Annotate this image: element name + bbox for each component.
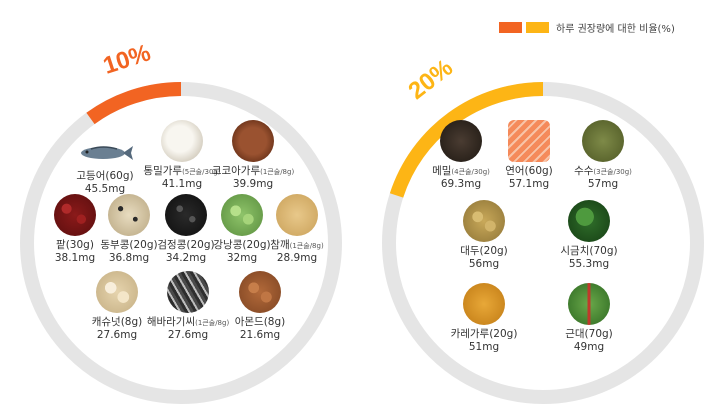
food-item-cocoa: 코코아가루(1큰술/8g) 39.9mg [207, 120, 299, 190]
food-name: 해바라기씨(1큰술/8g) [146, 316, 230, 328]
spinach-icon [568, 200, 610, 242]
food-name: 연어(60g) [505, 165, 553, 177]
food-item-curry-powder: 카레가루(20g) 51mg [438, 283, 530, 353]
curry-powder-icon [463, 283, 505, 325]
food-item-sesame: 참깨(1큰술/8g) 28.9mg [251, 194, 343, 264]
food-amount: 39.9mg [232, 178, 274, 190]
ring-left-progress [86, 82, 182, 125]
food-item-mackerel: 고등어(60g) 45.5mg [59, 125, 151, 195]
cashew-icon [96, 271, 138, 313]
food-name: 아몬드(8g) [234, 316, 286, 328]
food-name: 검정콩(20g) [157, 239, 215, 251]
almond-icon [239, 271, 281, 313]
food-name: 강낭콩(20g) [213, 239, 271, 251]
food-item-soybean: 대두(20g) 56mg [438, 200, 530, 270]
mackerel-icon [77, 143, 133, 163]
food-amount: 55.3mg [568, 258, 610, 270]
kidney-bean-icon [221, 194, 263, 236]
food-item-kidney-bean: 강낭콩(20g) 32mg [196, 194, 288, 264]
food-amount: 51mg [468, 341, 500, 353]
food-item-cashew: 캐슈넛(8g) 27.6mg [71, 271, 163, 341]
food-item-almond: 아몬드(8g) 21.6mg [214, 271, 306, 341]
food-item-sunflower-seed: 해바라기씨(1큰술/8g) 27.6mg [142, 271, 234, 341]
food-name: 근대(70g) [565, 328, 613, 340]
soybean-icon [463, 200, 505, 242]
food-name: 코코아가루(1큰술/8g) [211, 165, 295, 177]
food-name: 동부콩(20g) [100, 239, 158, 251]
food-amount: 69.3mg [440, 178, 482, 190]
food-name: 캐슈넛(8g) [91, 316, 143, 328]
legend-swatch-10 [499, 21, 522, 33]
food-item-spinach: 시금치(70g) 55.3mg [543, 200, 635, 270]
food-item-black-bean: 검정콩(20g) 34.2mg [140, 194, 232, 264]
food-amount: 45.5mg [84, 183, 126, 195]
buckwheat-icon [440, 120, 482, 162]
food-name: 시금치(70g) [560, 245, 618, 257]
food-amount: 32mg [226, 252, 258, 264]
red-bean-icon [54, 194, 96, 236]
food-amount: 27.6mg [167, 329, 209, 341]
food-amount: 36.8mg [108, 252, 150, 264]
food-item-salmon: 연어(60g) 57.1mg [483, 120, 575, 190]
food-amount: 49mg [573, 341, 605, 353]
food-name: 수수(3큰술/30g) [574, 165, 632, 177]
food-amount: 21.6mg [239, 329, 281, 341]
food-name: 고등어(60g) [76, 170, 134, 182]
food-name: 카레가루(20g) [450, 328, 518, 340]
sorghum-icon [582, 120, 624, 162]
sesame-icon [276, 194, 318, 236]
food-amount: 38.1mg [54, 252, 96, 264]
food-amount: 34.2mg [165, 252, 207, 264]
food-item-red-bean: 팥(30g) 38.1mg [29, 194, 121, 264]
food-name: 통밀가루(5큰술/30g) [143, 165, 221, 177]
food-item-buckwheat: 메밀(4큰술/30g) 69.3mg [415, 120, 507, 190]
food-amount: 27.6mg [96, 329, 138, 341]
chard-icon [568, 283, 610, 325]
food-item-wheat-flour: 통밀가루(5큰술/30g) 41.1mg [136, 120, 228, 190]
food-item-sorghum: 수수(3큰술/30g) 57mg [557, 120, 649, 190]
salmon-icon [508, 120, 550, 162]
legend: 하루 권장량에 대한 비율(%) [499, 20, 675, 35]
food-name: 대두(20g) [460, 245, 508, 257]
food-amount: 41.1mg [161, 178, 203, 190]
food-amount: 57.1mg [508, 178, 550, 190]
food-name: 메밀(4큰술/30g) [432, 165, 490, 177]
food-name: 참깨(1큰술/8g) [270, 239, 324, 251]
cowpea-icon [108, 194, 150, 236]
food-item-cowpea: 동부콩(20g) 36.8mg [83, 194, 175, 264]
food-amount: 28.9mg [276, 252, 318, 264]
food-amount: 56mg [468, 258, 500, 270]
cocoa-powder-icon [232, 120, 274, 162]
sunflower-seed-icon [167, 271, 209, 313]
food-name: 팥(30g) [56, 239, 94, 251]
legend-label: 하루 권장량에 대한 비율(%) [556, 23, 675, 35]
black-bean-icon [165, 194, 207, 236]
wheat-flour-icon [161, 120, 203, 162]
food-item-chard: 근대(70g) 49mg [543, 283, 635, 353]
food-amount: 57mg [587, 178, 619, 190]
legend-swatch-20 [526, 21, 549, 33]
ring-right-progress [389, 82, 544, 198]
